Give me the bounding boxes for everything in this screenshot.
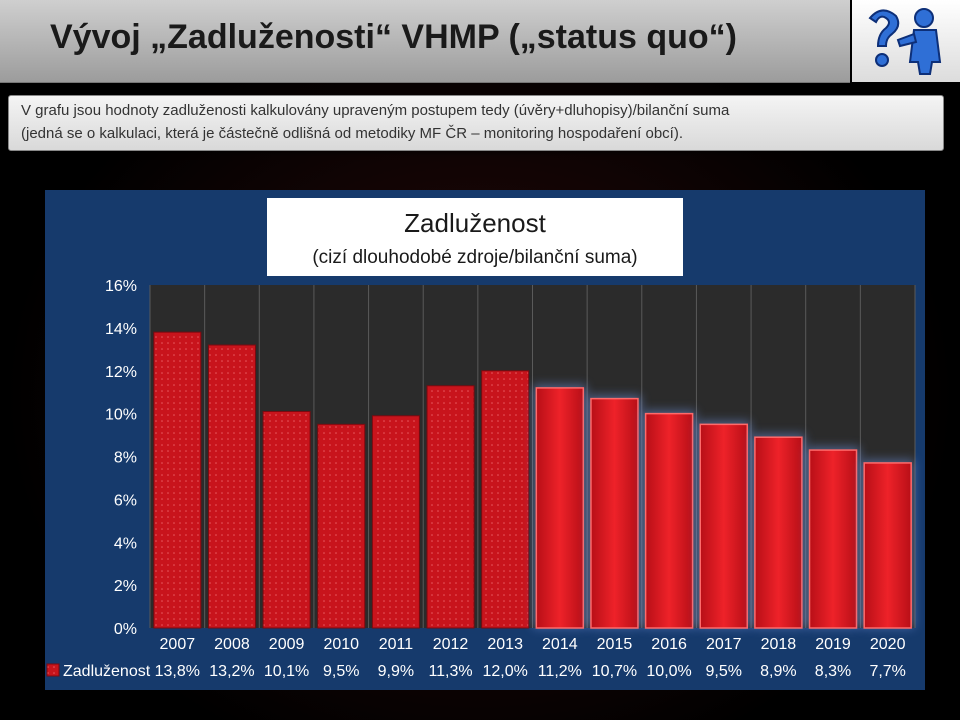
data-table-value: 8,9%	[760, 663, 796, 680]
x-category-label: 2016	[651, 636, 687, 653]
chart-subtitle: (cizí dlouhodobé zdroje/bilanční suma)	[312, 247, 637, 268]
legend-series-name: Zadluženost	[63, 663, 151, 680]
y-tick-label: 16%	[105, 278, 137, 295]
bar-2012	[426, 385, 475, 629]
y-tick-label: 12%	[105, 364, 137, 381]
x-category-label: 2018	[761, 636, 797, 653]
y-tick-label: 8%	[114, 450, 137, 467]
y-tick-label: 0%	[114, 621, 137, 638]
data-table-value: 9,9%	[378, 663, 414, 680]
x-category-label: 2013	[487, 636, 523, 653]
chart-panel: 0% 2% 4% 6% 8% 10% 12% 14% 16% 2007 2008 2009 2010 2…	[45, 190, 925, 690]
x-category-label: 2019	[815, 636, 851, 653]
y-tick-label: 4%	[114, 535, 137, 552]
y-tick-label: 2%	[114, 578, 137, 595]
debt-bar-chart: 0%2%4%6%8%10%12%14%16% 2007 2008 2009 2010 2…	[46, 198, 916, 680]
y-tick-label: 10%	[105, 407, 137, 424]
bar-2009	[262, 410, 311, 629]
x-category-label: 2015	[597, 636, 633, 653]
bar-2008	[207, 344, 256, 629]
bar-2019	[808, 449, 858, 629]
x-category-label: 2014	[542, 636, 578, 653]
x-category-label: 2007	[160, 636, 196, 653]
note-line-2: (jedná se o kalkulaci, která je částečně…	[21, 125, 683, 142]
bar-2011	[371, 415, 420, 629]
bar-2010	[317, 423, 366, 629]
x-axis-categories: 2007 2008 2009 2010 2011 2012 2013 2014 2015 2016…	[160, 636, 906, 653]
data-table-value: 11,3%	[428, 663, 472, 680]
bar-2017	[699, 423, 748, 629]
data-table-value: 10,7%	[592, 663, 637, 680]
x-category-label: 2009	[269, 636, 305, 653]
chart-title-box	[267, 198, 683, 276]
data-table-value: 9,5%	[323, 663, 359, 680]
data-table-value: 9,5%	[706, 663, 742, 680]
data-table-value: 7,7%	[869, 663, 905, 680]
data-table-value: 10,0%	[646, 663, 691, 680]
x-category-label: 2008	[214, 636, 250, 653]
x-category-label: 2010	[323, 636, 359, 653]
bar-2007	[153, 331, 202, 629]
x-category-label: 2017	[706, 636, 742, 653]
data-table-value: 8,3%	[815, 663, 851, 680]
data-table: Zadluženost 13,8% 13,2% 10,1% 9,5% 9,9% 11,3% 1…	[46, 663, 906, 680]
data-table-value: 12,0%	[482, 663, 527, 680]
x-category-label: 2020	[870, 636, 906, 653]
bar-2013	[481, 370, 530, 629]
bars	[153, 331, 915, 629]
legend-swatch	[46, 663, 60, 677]
y-tick-label: 14%	[105, 321, 137, 338]
bar-2014	[535, 387, 585, 629]
x-category-label: 2012	[433, 636, 469, 653]
gridlines	[149, 285, 916, 628]
data-table-value: 11,2%	[538, 663, 582, 680]
bar-2016	[644, 412, 694, 629]
logo	[852, 0, 960, 82]
y-axis-ticks: 0% 2% 4% 6% 8% 10% 12% 14% 16%	[105, 278, 137, 638]
page-title: Vývoj „Zadluženosti“ VHMP („status quo“)	[50, 18, 737, 56]
x-category-label: 2011	[379, 636, 414, 653]
data-table-value: 10,1%	[264, 663, 309, 680]
bar-2020	[863, 462, 912, 629]
chart-title: Zadluženost	[404, 208, 546, 238]
person-question-mark-icon	[868, 8, 942, 75]
data-table-value: 13,2%	[209, 663, 254, 680]
data-table-value: 13,8%	[155, 663, 200, 680]
bar-2015	[590, 397, 639, 629]
bar-2018	[754, 436, 803, 629]
title-bar: Vývoj „Zadluženosti“ VHMP („status quo“)	[0, 0, 850, 83]
explanation-note: V grafu jsou hodnoty zadluženosti kalkul…	[8, 95, 944, 151]
note-line-1: V grafu jsou hodnoty zadluženosti kalkul…	[21, 102, 730, 119]
y-tick-label: 6%	[114, 492, 137, 509]
